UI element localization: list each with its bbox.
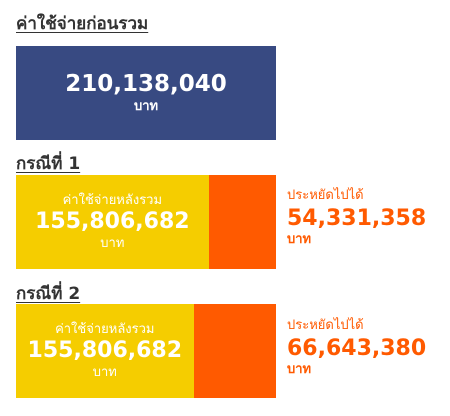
total-cost-unit: บาท	[133, 99, 159, 114]
case-2-after-cost-unit: บาท	[92, 364, 117, 380]
case-1-after-cost-unit: บาท	[100, 235, 125, 251]
case-1-saving-unit: บาท	[287, 232, 312, 248]
case-1-after-cost-label: ค่าใช้จ่ายหลังรวม	[62, 192, 163, 208]
case-1-after-cost-segment: ค่าใช้จ่ายหลังรวม 155,806,682 บาท	[16, 175, 209, 269]
case-1-after-cost-value: 155,806,682	[35, 209, 190, 235]
case-1-saving: ประหยัดไปได้ 54,331,358 บาท	[287, 188, 426, 248]
case-2-saving-label: ประหยัดไปได้	[287, 318, 364, 333]
total-cost-value: 210,138,040	[65, 71, 227, 98]
case-2-after-cost-value: 155,806,682	[27, 338, 183, 364]
case-2-saving-value: 66,643,380	[287, 335, 427, 361]
case-1-heading: กรณีที่ 1	[16, 154, 81, 174]
case-2-heading: กรณีที่ 2	[16, 284, 81, 304]
case-2-after-cost-label: ค่าใช้จ่ายหลังรวม	[55, 321, 155, 337]
case-1-saving-value: 54,331,358	[287, 205, 427, 231]
case-2-bar: ค่าใช้จ่ายหลังรวม 155,806,682 บาท	[16, 304, 276, 398]
case-2-after-cost-segment: ค่าใช้จ่ายหลังรวม 155,806,682 บาท	[16, 304, 194, 398]
case-1-saving-label: ประหยัดไปได้	[287, 188, 364, 203]
case-2-saving: ประหยัดไปได้ 66,643,380 บาท	[287, 318, 426, 378]
case-2-saving-unit: บาท	[287, 362, 312, 378]
total-cost-heading: ค่าใช้จ่ายก่อนรวม	[16, 14, 149, 34]
total-cost-box: 210,138,040 บาท	[16, 46, 276, 140]
case-1-bar: ค่าใช้จ่ายหลังรวม 155,806,682 บาท	[16, 175, 276, 269]
